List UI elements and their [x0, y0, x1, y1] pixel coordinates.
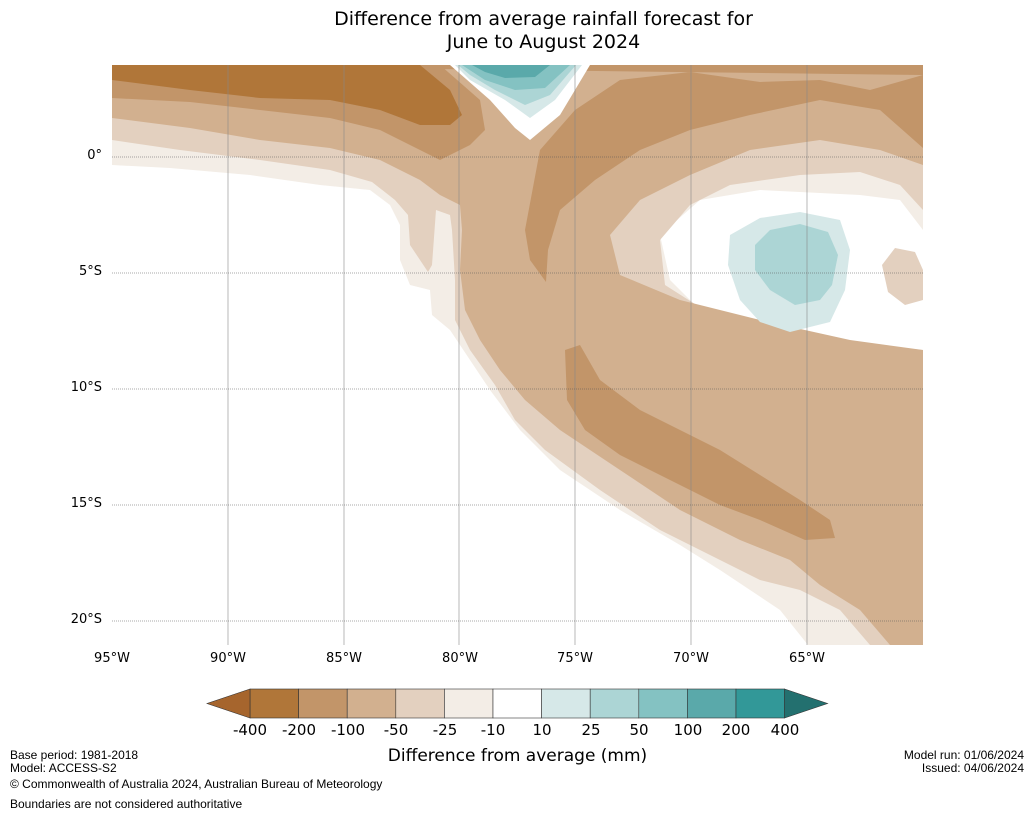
contour-neg200	[112, 65, 462, 125]
colorbar-segment	[735, 688, 785, 719]
colorbar-segment	[249, 688, 299, 719]
colorbar-segment	[395, 688, 445, 719]
lon-label-85w: 85°W	[326, 651, 362, 666]
lat-label-0: 0°	[87, 148, 102, 163]
contour-pos200-north	[472, 65, 550, 78]
colorbar-segment	[298, 688, 348, 719]
lon-label-70w: 70°W	[673, 651, 709, 666]
contour-pos25-east	[755, 224, 838, 305]
colorbar-label-neg25: -25	[432, 721, 458, 739]
footer-issued: Issued: 04/06/2024	[921, 761, 1024, 775]
colorbar	[206, 688, 829, 719]
lat-label-20s: 20°S	[70, 612, 102, 627]
colorbar-label-pos100: 100	[673, 721, 703, 739]
colorbar-segment	[541, 688, 591, 719]
lat-label-5s: 5°S	[78, 264, 102, 279]
lat-label-15s: 15°S	[70, 496, 102, 511]
colorbar-segment	[638, 688, 688, 719]
contour-neg100	[112, 65, 923, 282]
lon-label-90w: 90°W	[210, 651, 246, 666]
lon-label-75w: 75°W	[557, 651, 593, 666]
colorbar-label-neg100: -100	[330, 721, 366, 739]
lon-label-95w: 95°W	[94, 651, 130, 666]
chart-title: Difference from average rainfall forecas…	[0, 8, 1035, 54]
colorbar-segment	[687, 688, 737, 719]
colorbar-extend-low	[206, 688, 251, 719]
colorbar-label-pos25: 25	[581, 721, 601, 739]
colorbar-label-pos400: 400	[770, 721, 800, 739]
footer-model-run: Model run: 01/06/2024	[903, 748, 1024, 762]
contour-neg25-east	[882, 248, 923, 305]
footer-base-period: Base period: 1981-2018	[10, 748, 139, 762]
colorbar-segment	[444, 688, 494, 719]
contour-neg100-south	[565, 345, 835, 540]
colorbar-title: Difference from average (mm)	[387, 746, 648, 766]
footer-boundaries: Boundaries are not considered authoritat…	[10, 797, 243, 811]
colorbar-label-pos200: 200	[721, 721, 751, 739]
title-line-2: June to August 2024	[446, 31, 641, 53]
colorbar-segment	[346, 688, 397, 719]
colorbar-label-pos50: 50	[629, 721, 649, 739]
graticule	[112, 65, 923, 645]
title-line-1: Difference from average rainfall forecas…	[334, 8, 753, 30]
colorbar-label-pos10: 10	[532, 721, 552, 739]
anomaly-contours	[112, 65, 923, 645]
lat-label-10s: 10°S	[70, 380, 102, 395]
footer-copyright: © Commonwealth of Australia 2024, Austra…	[10, 777, 383, 791]
colorbar-segment	[492, 688, 542, 719]
colorbar-label-neg10: -10	[480, 721, 506, 739]
lon-label-65w: 65°W	[789, 651, 825, 666]
colorbar-extend-high	[784, 688, 829, 719]
colorbar-label-neg50: -50	[383, 721, 409, 739]
colorbar-label-neg200: -200	[281, 721, 317, 739]
footer-model: Model: ACCESS-S2	[10, 761, 117, 775]
colorbar-label-neg400: -400	[232, 721, 268, 739]
lon-label-80w: 80°W	[442, 651, 478, 666]
colorbar-segment	[589, 688, 640, 719]
